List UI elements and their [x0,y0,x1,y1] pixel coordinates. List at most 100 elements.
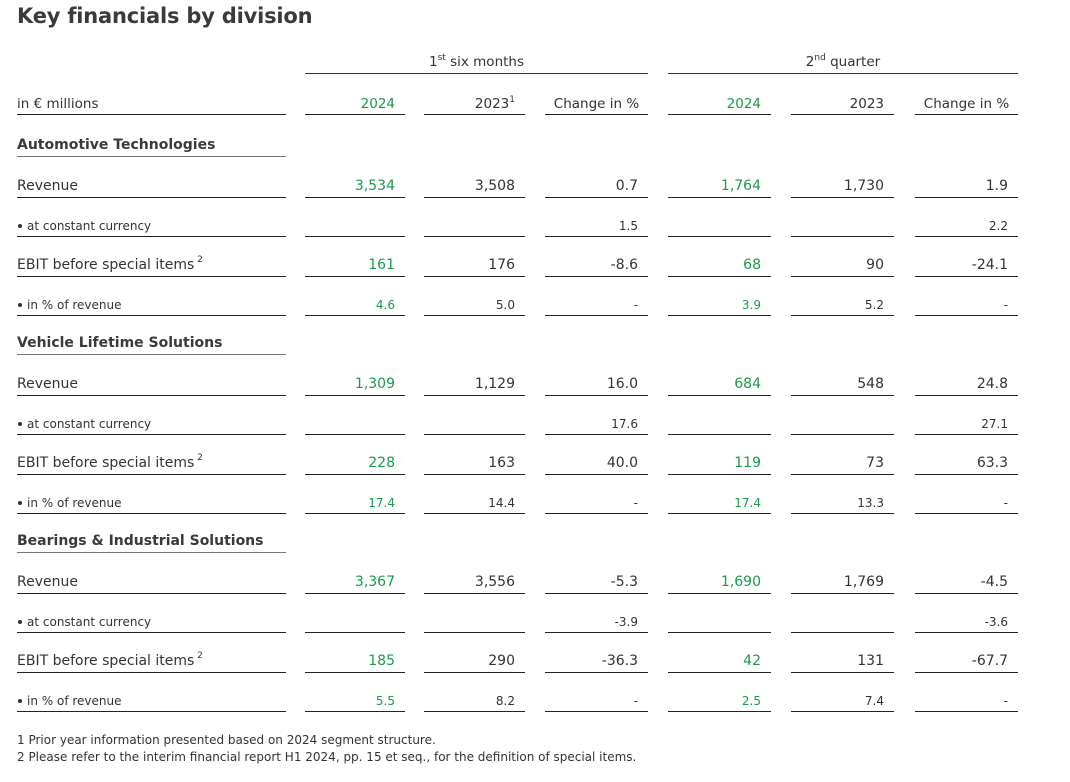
period-group-ordinal: nd [814,52,826,63]
column-header: 2024 [305,94,405,115]
table-cell: - [545,691,648,712]
table-cell: 1,769 [791,572,894,594]
period-group-ordinal: st [437,52,446,63]
column-header: Change in % [915,94,1018,115]
table-cell: - [915,295,1018,316]
table-cell: 2.5 [668,691,771,712]
table-cell: 1,129 [424,374,525,396]
bullet-icon [18,500,22,505]
table-cell [668,414,771,435]
column-header: 20231 [424,94,525,115]
table-cell: 4.6 [305,295,405,316]
table-cell [424,216,525,237]
table-cell: 24.8 [915,374,1018,396]
table-cell: 119 [668,453,771,475]
row-label-text: EBIT before special items [17,257,195,273]
column-header: Change in % [545,94,648,115]
page-title: Key financials by division [17,4,313,28]
sub-row-label: in % of revenue [17,691,286,712]
table-cell: 17.6 [545,414,648,435]
sub-row-label: in % of revenue [17,295,286,316]
table-cell [424,414,525,435]
table-cell: 73 [791,453,894,475]
row-label-text: Revenue [17,376,78,392]
column-header-text: 2024 [726,96,761,112]
table-cell: 163 [424,453,525,475]
table-cell: 17.4 [305,493,405,514]
table-cell: -36.3 [545,651,648,673]
row-label-text: at constant currency [27,417,152,431]
footnote-ref: 2 [194,651,203,662]
table-cell: 290 [424,651,525,673]
table-cell: 0.7 [545,176,648,198]
column-header-text: Change in % [923,96,1010,112]
table-cell: 8.2 [424,691,525,712]
table-cell: - [915,493,1018,514]
column-header-text: 2023 [474,96,510,112]
footnote-ref: 2 [194,255,203,266]
table-cell: 5.0 [424,295,525,316]
column-header-text: Change in % [553,96,640,112]
table-cell: 1,730 [791,176,894,198]
table-cell: 684 [668,374,771,396]
table-cell [791,414,894,435]
table-cell [305,612,405,633]
row-label: Revenue [17,176,286,198]
bullet-icon [18,223,22,228]
footnote: 2 Please refer to the interim financial … [17,750,637,764]
row-label: EBIT before special items 2 [17,453,286,475]
sub-row-label: in % of revenue [17,493,286,514]
row-label-text: Revenue [17,574,78,590]
section-title: Bearings & Industrial Solutions [17,532,286,553]
footnote: 1 Prior year information presented based… [17,733,436,747]
row-label-text: at constant currency [27,615,152,629]
table-cell: 16.0 [545,374,648,396]
bullet-icon [18,698,22,703]
table-cell [791,612,894,633]
table-cell: 68 [668,255,771,277]
unit-label: in € millions [17,94,286,115]
table-cell: - [915,691,1018,712]
sub-row-label: at constant currency [17,216,286,237]
table-cell: 1,309 [305,374,405,396]
table-cell: 185 [305,651,405,673]
table-cell: -8.6 [545,255,648,277]
bullet-icon [18,302,22,307]
table-cell [424,612,525,633]
table-cell: 17.4 [668,493,771,514]
table-cell: -24.1 [915,255,1018,277]
table-cell: 3,556 [424,572,525,594]
table-cell: 1.9 [915,176,1018,198]
period-group-label: quarter [825,54,881,70]
period-group-rule [668,73,1018,74]
period-group-header: 2nd quarter [668,52,1018,70]
table-cell: 13.3 [791,493,894,514]
footnote-ref: 2 [194,453,203,464]
row-label-text: at constant currency [27,219,152,233]
sub-row-label: at constant currency [17,612,286,633]
table-cell: -4.5 [915,572,1018,594]
section-title: Vehicle Lifetime Solutions [17,334,286,355]
table-cell: -5.3 [545,572,648,594]
table-cell: 5.2 [791,295,894,316]
row-label-text: in % of revenue [27,496,122,510]
period-group-number: 1 [428,54,438,70]
table-cell: 1,690 [668,572,771,594]
column-header-text: 2023 [849,96,884,112]
period-group-rule [305,73,648,74]
bullet-icon [18,619,22,624]
table-cell: 3,367 [305,572,405,594]
table-cell: 3,534 [305,176,405,198]
row-label-text: EBIT before special items [17,455,195,471]
row-label-text: EBIT before special items [17,653,195,669]
table-cell: -3.9 [545,612,648,633]
table-cell: - [545,493,648,514]
row-label: EBIT before special items 2 [17,651,286,673]
table-cell: 63.3 [915,453,1018,475]
table-cell: 90 [791,255,894,277]
row-label-text: Revenue [17,178,78,194]
table-cell: 161 [305,255,405,277]
period-group-number: 2 [805,54,815,70]
footnote-ref: 1 [509,94,515,105]
row-label: EBIT before special items 2 [17,255,286,277]
